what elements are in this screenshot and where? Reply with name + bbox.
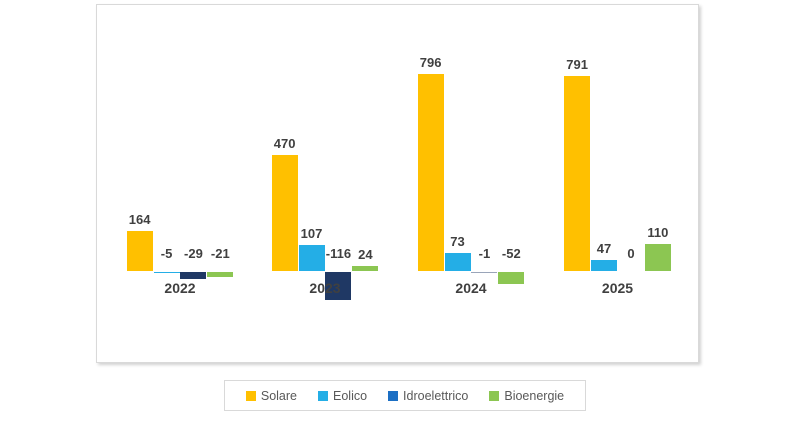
bar-eolico-2025 <box>591 259 618 272</box>
bar-bioenergie-2023 <box>352 265 379 272</box>
legend-item-eolico: Eolico <box>318 389 367 403</box>
data-label-bioenergie-2023: 24 <box>358 246 373 262</box>
data-label-bioenergie-2025: 110 <box>647 225 669 241</box>
legend-label-eolico: Eolico <box>333 388 368 403</box>
bar-solare-2023 <box>271 155 298 272</box>
data-label-idroelettrico-2023: -116 <box>325 245 352 261</box>
data-label-solare-2023: 470 <box>273 136 296 152</box>
data-label-eolico-2023: 107 <box>300 226 323 242</box>
bar-group-2023: 470 107 -116 24 2023 <box>271 5 379 362</box>
legend-label-idroelettrico: Idroelettrico <box>403 388 469 403</box>
category-label-2023: 2023 <box>309 279 341 296</box>
legend-swatch-solare <box>245 390 256 401</box>
bar-solare-2022 <box>126 230 153 272</box>
bar-solare-2025 <box>564 75 591 272</box>
legend-label-solare: Solare <box>260 388 297 403</box>
data-label-idroelettrico-2025: 0 <box>627 245 635 261</box>
data-label-solare-2025: 791 <box>566 56 588 72</box>
category-label-2025: 2025 <box>601 279 634 296</box>
bar-group-2022: 164 -5 -29 -21 2022 <box>126 5 234 362</box>
chart-legend: Solare Eolico Idroelettrico Bioenergie <box>224 380 586 411</box>
legend-swatch-eolico <box>318 390 328 401</box>
bar-eolico-2024 <box>444 253 471 272</box>
bar-bioenergie-2022 <box>207 271 234 277</box>
bar-eolico-2022 <box>153 271 180 273</box>
legend-swatch-bioenergie <box>489 390 500 401</box>
bar-group-2024: 796 73 -1 -52 2024 <box>417 5 525 362</box>
bar-idroelettrico-2022 <box>180 271 207 279</box>
data-label-idroelettrico-2022: -29 <box>184 245 203 261</box>
data-label-idroelettrico-2024: -1 <box>478 245 491 261</box>
bar-eolico-2023 <box>298 245 325 272</box>
bar-chart: 164 -5 -29 -21 2022 470 107 -116 24 2023 796 73 -1 -5… <box>97 5 698 362</box>
data-label-eolico-2024: 73 <box>450 234 465 250</box>
bar-idroelettrico-2023 <box>325 271 352 301</box>
data-label-solare-2022: 164 <box>128 211 151 227</box>
legend-swatch-idroelettrico <box>388 390 399 401</box>
bar-bioenergie-2024 <box>498 271 525 285</box>
data-label-solare-2024: 796 <box>419 55 442 71</box>
chart-plot-area: 164 -5 -29 -21 2022 470 107 -116 24 2023 796 73 -1 -5… <box>96 4 699 363</box>
legend-label-bioenergie: Bioenergie <box>504 388 565 403</box>
category-label-2024: 2024 <box>455 279 487 296</box>
data-label-eolico-2022: -5 <box>160 245 173 261</box>
bar-solare-2024 <box>417 74 444 272</box>
legend-item-idroelettrico: Idroelettrico <box>388 389 468 403</box>
data-label-bioenergie-2022: -21 <box>210 245 230 261</box>
legend-item-bioenergie: Bioenergie <box>489 389 564 403</box>
category-label-2022: 2022 <box>164 279 196 296</box>
legend-item-solare: Solare <box>245 388 297 403</box>
bar-idroelettrico-2024 <box>471 271 498 273</box>
data-label-bioenergie-2024: -52 <box>501 245 521 261</box>
bar-group-2025: 791 47 0 110 2025 <box>564 5 672 362</box>
bar-bioenergie-2025 <box>644 244 671 272</box>
data-label-eolico-2025: 47 <box>596 240 612 256</box>
